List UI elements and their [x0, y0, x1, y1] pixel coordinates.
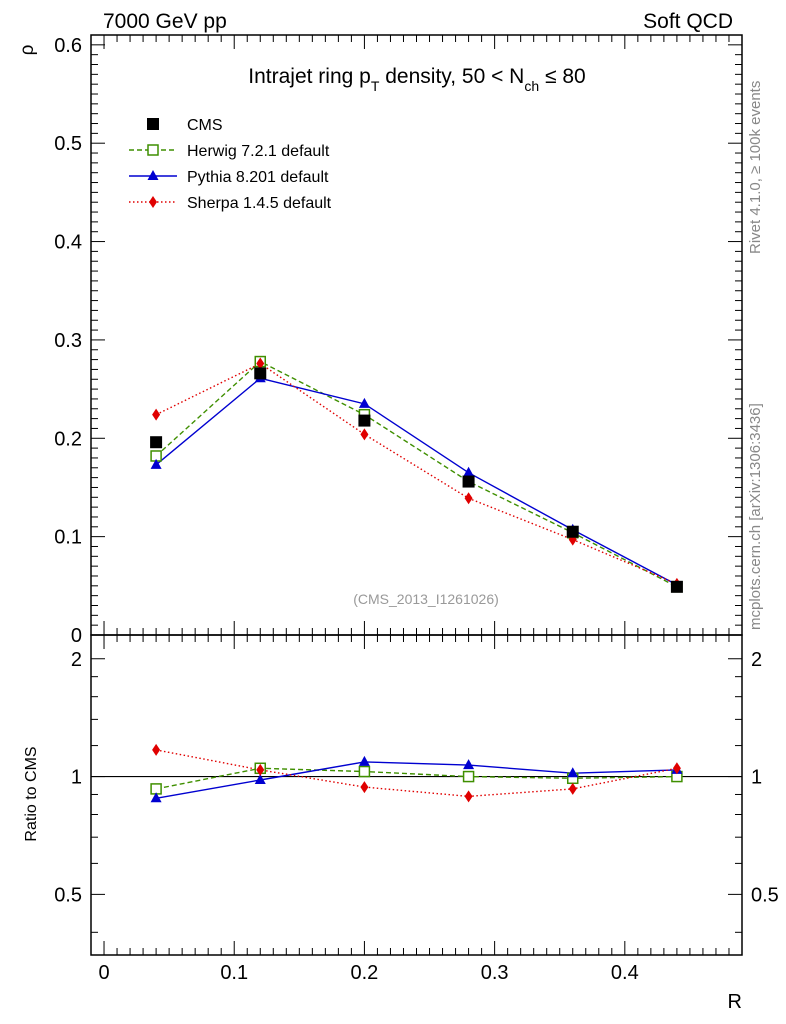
chart-title: Intrajet ring pT density, 50 < Nch ≤ 80 [248, 65, 585, 94]
ratio-y-tick-label-right: 0.5 [751, 884, 779, 906]
ratio-panel: 0 0.1 0.2 0.3 0.4 0.5 0.5 1 1 2 2 Ratio to CMS R [23, 634, 779, 1013]
y-tick-label: 0.2 [54, 428, 82, 450]
legend-sherpa-label: Sherpa 1.4.5 default [187, 195, 332, 212]
x-tick-label: 0.3 [481, 962, 509, 984]
sherpa-marker [152, 743, 161, 756]
x-tick-label: 0.2 [351, 962, 379, 984]
cms-marker [150, 436, 163, 449]
herwig-marker [462, 770, 475, 783]
x-axis-label: R [728, 991, 742, 1013]
analysis-id-label: (CMS_2013_I1261026) [353, 591, 499, 607]
x-tick-label: 0 [98, 962, 109, 984]
ratio-y-tick-label-right: 1 [751, 767, 762, 789]
pythia-marker [150, 458, 162, 469]
legend-pythia-label: Pythia 8.201 default [187, 169, 329, 186]
pythia-marker [150, 792, 162, 803]
herwig-marker [358, 765, 371, 778]
energy-label: 7000 GeV pp [103, 10, 227, 33]
sherpa-line [155, 362, 678, 585]
legend-pythia-marker [147, 170, 159, 180]
sherpa-marker [360, 428, 369, 441]
y-tick-label: 0.4 [54, 232, 82, 254]
ratio-series-lines [155, 749, 678, 799]
sherpa-marker [256, 357, 265, 370]
rivet-version-label: Rivet 4.1.0, ≥ 100k events [747, 81, 764, 254]
main-panel: 0 0.1 0.2 0.3 0.4 0.5 0.6 Intrajet ring pT den… [17, 34, 743, 647]
main-series-lines [155, 360, 678, 588]
sherpa-marker [152, 408, 161, 421]
cms-marker [670, 580, 683, 593]
ratio-y-tick-label-right: 2 [751, 649, 762, 671]
pythia-marker [463, 759, 475, 770]
pythia-marker [358, 755, 370, 766]
herwig-line [155, 767, 677, 790]
sherpa-marker [360, 781, 369, 794]
main-axis-ticks: 0 0.1 0.2 0.3 0.4 0.5 0.6 [54, 35, 742, 647]
ratio-axis-ticks: 0 0.1 0.2 0.3 0.4 0.5 0.5 1 1 2 2 [54, 635, 779, 984]
x-tick-label: 0.1 [220, 962, 248, 984]
category-label: Soft QCD [643, 10, 733, 33]
ratio-y-tick-label: 2 [71, 649, 82, 671]
y-tick-label: 0.1 [54, 527, 82, 549]
main-series-markers [150, 355, 683, 593]
sherpa-line [155, 749, 678, 798]
x-tick-label: 0.4 [611, 962, 639, 984]
mcplots-label: mcplots.cern.ch [arXiv:1306:3436] [747, 403, 764, 630]
pythia-marker [567, 767, 579, 778]
ratio-y-tick-label: 0.5 [54, 884, 82, 906]
legend-herwig-label: Herwig 7.2.1 default [187, 143, 330, 160]
ratio-y-axis-label: Ratio to CMS [23, 746, 40, 841]
y-tick-label: 0.3 [54, 330, 82, 352]
ratio-panel-frame [90, 634, 743, 956]
sherpa-marker [464, 790, 473, 803]
sherpa-marker [568, 782, 577, 795]
herwig-line [155, 360, 678, 588]
pythia-marker [463, 466, 475, 477]
pythia-line [155, 377, 678, 586]
ratio-series-markers [150, 743, 683, 803]
y-tick-label: 0.5 [54, 133, 82, 155]
legend: CMS Herwig 7.2.1 default Pythia 8.201 de… [129, 117, 332, 212]
y-axis-label: ρ [17, 44, 38, 55]
legend-cms-marker [147, 118, 159, 130]
pythia-marker [358, 397, 370, 408]
y-tick-label: 0 [71, 625, 82, 647]
ratio-y-tick-label: 1 [71, 767, 82, 789]
legend-cms-label: CMS [187, 117, 223, 134]
cms-marker [462, 475, 475, 488]
sherpa-marker [672, 762, 681, 775]
y-tick-label: 0.6 [54, 35, 82, 57]
cms-marker [566, 525, 579, 538]
sherpa-marker [464, 492, 473, 505]
sherpa-marker [256, 763, 265, 776]
pythia-line [155, 761, 677, 799]
legend-sherpa-marker [149, 196, 157, 208]
cms-marker [254, 367, 267, 380]
pythia-marker [254, 773, 266, 784]
cms-marker [358, 414, 371, 427]
legend-herwig-marker [147, 144, 159, 156]
